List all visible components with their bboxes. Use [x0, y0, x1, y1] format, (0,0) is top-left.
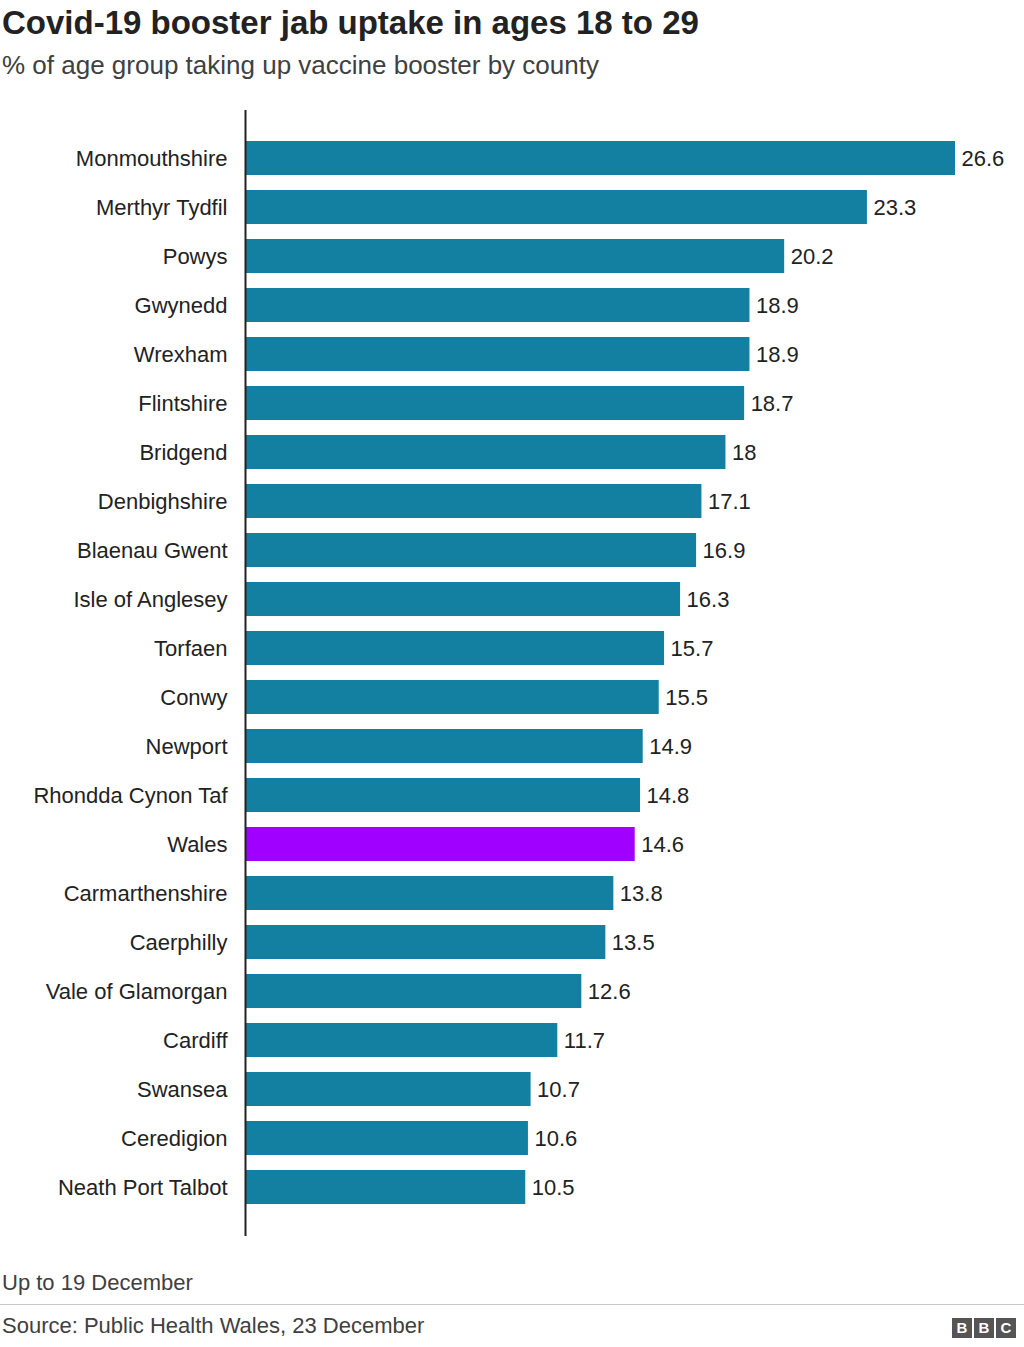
svg-text:14.6: 14.6 — [641, 832, 684, 857]
svg-text:Monmouthshire: Monmouthshire — [76, 146, 228, 171]
html-text:B: B — [978, 1319, 990, 1336]
svg-text:Gwynedd: Gwynedd — [135, 293, 228, 318]
svg-text:23.3: 23.3 — [873, 195, 916, 220]
svg-text:17.1: 17.1 — [708, 489, 751, 514]
svg-text:Rhondda Cynon Taf: Rhondda Cynon Taf — [33, 783, 228, 808]
svg-text:Denbighshire: Denbighshire — [98, 489, 228, 514]
svg-text:18.9: 18.9 — [756, 293, 799, 318]
svg-text:Wrexham: Wrexham — [134, 342, 228, 367]
svg-text:15.5: 15.5 — [665, 685, 708, 710]
html-text:Covid-19 booster jab uptake in: Covid-19 booster jab uptake in ages 18 t… — [2, 4, 699, 41]
html-text:Source: Public Health Wales, 2: Source: Public Health Wales, 23 December — [2, 1313, 425, 1338]
svg-text:Carmarthenshire: Carmarthenshire — [64, 881, 228, 906]
svg-text:10.6: 10.6 — [534, 1126, 577, 1151]
html-text:Up to 19 December: Up to 19 December — [2, 1270, 193, 1295]
svg-text:Bridgend: Bridgend — [139, 440, 227, 465]
svg-text:26.6: 26.6 — [962, 146, 1005, 171]
svg-text:Cardiff: Cardiff — [163, 1028, 228, 1053]
svg-text:14.8: 14.8 — [647, 783, 690, 808]
html-text:% of age group taking up vacci: % of age group taking up vaccine booster… — [2, 50, 599, 80]
svg-text:Wales: Wales — [167, 832, 227, 857]
html-text:C: C — [1000, 1319, 1012, 1336]
svg-text:Blaenau Gwent: Blaenau Gwent — [77, 538, 227, 563]
svg-text:11.7: 11.7 — [564, 1028, 605, 1053]
svg-text:18: 18 — [732, 440, 756, 465]
svg-text:15.7: 15.7 — [671, 636, 714, 661]
svg-text:14.9: 14.9 — [649, 734, 692, 759]
svg-text:Caerphilly: Caerphilly — [130, 930, 228, 955]
svg-text:13.8: 13.8 — [620, 881, 663, 906]
svg-text:Vale of Glamorgan: Vale of Glamorgan — [46, 979, 228, 1004]
svg-text:Ceredigion: Ceredigion — [121, 1126, 227, 1151]
svg-text:18.9: 18.9 — [756, 342, 799, 367]
html-text:B: B — [956, 1319, 968, 1336]
svg-text:16.3: 16.3 — [687, 587, 730, 612]
svg-text:Isle of Anglesey: Isle of Anglesey — [73, 587, 227, 612]
svg-text:Powys: Powys — [163, 244, 228, 269]
svg-text:Merthyr Tydfil: Merthyr Tydfil — [96, 195, 228, 220]
svg-text:20.2: 20.2 — [791, 244, 834, 269]
svg-text:Conwy: Conwy — [160, 685, 227, 710]
svg-text:16.9: 16.9 — [703, 538, 746, 563]
svg-text:13.5: 13.5 — [612, 930, 655, 955]
svg-text:10.5: 10.5 — [532, 1175, 575, 1200]
svg-text:Newport: Newport — [146, 734, 228, 759]
svg-text:12.6: 12.6 — [588, 979, 631, 1004]
svg-text:18.7: 18.7 — [751, 391, 794, 416]
svg-text:Neath Port Talbot: Neath Port Talbot — [58, 1175, 228, 1200]
svg-text:Flintshire: Flintshire — [138, 391, 227, 416]
svg-text:Torfaen: Torfaen — [154, 636, 227, 661]
svg-text:Swansea: Swansea — [137, 1077, 228, 1102]
svg-text:10.7: 10.7 — [537, 1077, 580, 1102]
